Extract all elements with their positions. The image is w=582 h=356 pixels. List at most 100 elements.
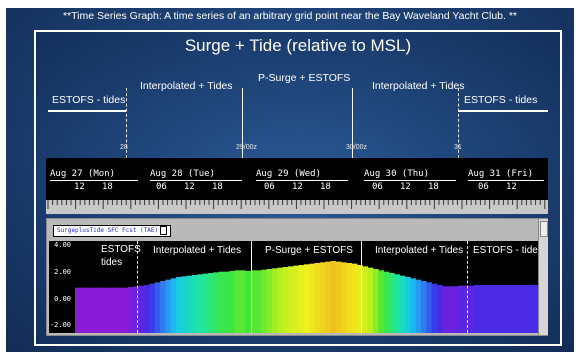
surge-bar	[314, 263, 321, 333]
surge-bar	[261, 269, 267, 333]
surge-bar	[266, 269, 273, 333]
surge-bar	[298, 265, 305, 333]
surge-bar	[192, 275, 198, 333]
surge-bar	[250, 270, 257, 333]
surge-bar	[271, 268, 278, 333]
surge-bar	[149, 283, 156, 333]
surge-bar	[447, 286, 454, 333]
surge-bar	[133, 286, 140, 333]
day-label-aug30: Aug 30 (Thu)	[360, 169, 460, 191]
surge-bar	[458, 285, 464, 333]
surge-bar	[500, 285, 507, 333]
surge-bar	[255, 270, 262, 333]
y-tick-label: 2.00	[54, 268, 71, 276]
surge-bar	[181, 276, 188, 333]
day-marker-29: 29/00z	[236, 144, 258, 151]
surge-bar	[176, 277, 182, 333]
surge-bar	[420, 281, 427, 333]
surge-bar	[511, 285, 518, 333]
surge-bar	[426, 282, 432, 333]
surge-bar	[122, 287, 129, 333]
surge-bar	[468, 285, 475, 333]
surge-bar	[144, 285, 150, 333]
plot-segment-label-4: Interpolated + Tides	[375, 245, 464, 256]
surge-bar	[138, 285, 145, 333]
time-axis-bar: Aug 27 (Mon) Aug 28 (Tue) Aug 29 (Wed) A…	[46, 158, 548, 214]
y-tick-label: 4.00	[54, 241, 71, 250]
plot-divider-3	[361, 241, 362, 333]
divider-3	[352, 88, 353, 158]
plot-area: ESTOFS tides Interpolated + Tides P-Surg…	[75, 241, 543, 333]
timeline-segment-5	[458, 110, 548, 112]
surge-bar	[229, 271, 236, 333]
surge-bar	[75, 287, 81, 333]
surge-bar	[282, 267, 289, 333]
segment-label-3: P-Surge + ESTOFS	[258, 72, 351, 84]
hour-tick: 18	[212, 182, 223, 192]
surge-bar	[218, 271, 225, 333]
surge-bar	[527, 285, 534, 333]
day-marker-28: 28	[120, 144, 128, 151]
surge-bar	[516, 285, 523, 333]
day-label-aug28: Aug 28 (Tue)	[146, 169, 246, 191]
timeline-segment-1	[48, 110, 126, 112]
plot-segment-label-5: ESTOFS - tides	[473, 245, 543, 256]
hour-tick: 12	[506, 182, 517, 192]
day-label-aug31: Aug 31 (Fri)	[464, 169, 548, 191]
surge-bar	[197, 274, 204, 333]
plot-divider-4	[467, 241, 468, 333]
segment-label-5: ESTOFS - tides	[464, 94, 538, 106]
surge-bar	[170, 278, 177, 333]
scrollbar-thumb[interactable]	[540, 221, 548, 237]
surge-bar	[277, 267, 283, 333]
divider-1	[126, 88, 127, 158]
surge-bar	[415, 279, 422, 333]
surge-bar	[436, 285, 443, 333]
surge-bar	[367, 267, 374, 333]
surge-bar	[383, 271, 390, 333]
surge-bar	[186, 275, 193, 333]
surge-bar	[213, 272, 220, 333]
surge-bar	[463, 285, 470, 333]
slide: **Time Series Graph: A time series of an…	[6, 8, 574, 352]
day-label-aug29: Aug 29 (Wed)	[252, 169, 352, 191]
day-label-aug27: Aug 27 (Mon)	[46, 169, 142, 191]
surge-bar	[90, 287, 97, 333]
surge-bar	[154, 282, 161, 333]
surge-bar	[506, 285, 512, 333]
vertical-scrollbar[interactable]	[538, 219, 548, 335]
surge-bar	[208, 273, 214, 333]
tick-ruler	[46, 200, 548, 214]
hour-tick: 12	[74, 182, 85, 192]
segment-label-4: Interpolated + Tides	[372, 80, 465, 92]
surge-bar	[495, 285, 502, 333]
hour-tick: 06	[156, 182, 167, 192]
surge-bar	[341, 262, 347, 333]
y-tick-label: 0.00	[54, 294, 71, 303]
day-marker-30: 30/00z	[346, 144, 368, 151]
surge-bar	[330, 261, 337, 333]
segment-label-1: ESTOFS - tides	[52, 94, 126, 106]
surge-bar	[490, 285, 496, 333]
hour-tick: 12	[292, 182, 303, 192]
hour-tick: 18	[320, 182, 331, 192]
surge-bar	[442, 286, 448, 333]
surge-bar	[522, 285, 528, 333]
plot-divider-2	[251, 241, 252, 333]
divider-2	[242, 88, 243, 158]
hour-tick: 12	[184, 182, 195, 192]
surge-bar	[85, 287, 92, 333]
surge-bar	[346, 263, 353, 333]
surge-bar	[303, 264, 310, 333]
chart-title: Surge + Tide (relative to MSL)	[184, 36, 412, 55]
surge-bar	[373, 269, 379, 333]
surge-bar	[101, 287, 108, 333]
hour-tick: 18	[102, 182, 113, 192]
surge-bar	[452, 286, 459, 333]
surge-bar	[165, 279, 172, 333]
surge-bar	[106, 287, 113, 333]
series-legend-tag[interactable]: SurgeplusTide SFC Fcst (TAE)	[53, 225, 172, 237]
plot-window: SurgeplusTide SFC Fcst (TAE) 4.00 2.00 0…	[46, 218, 548, 336]
day-marker-31: 31	[454, 144, 462, 151]
